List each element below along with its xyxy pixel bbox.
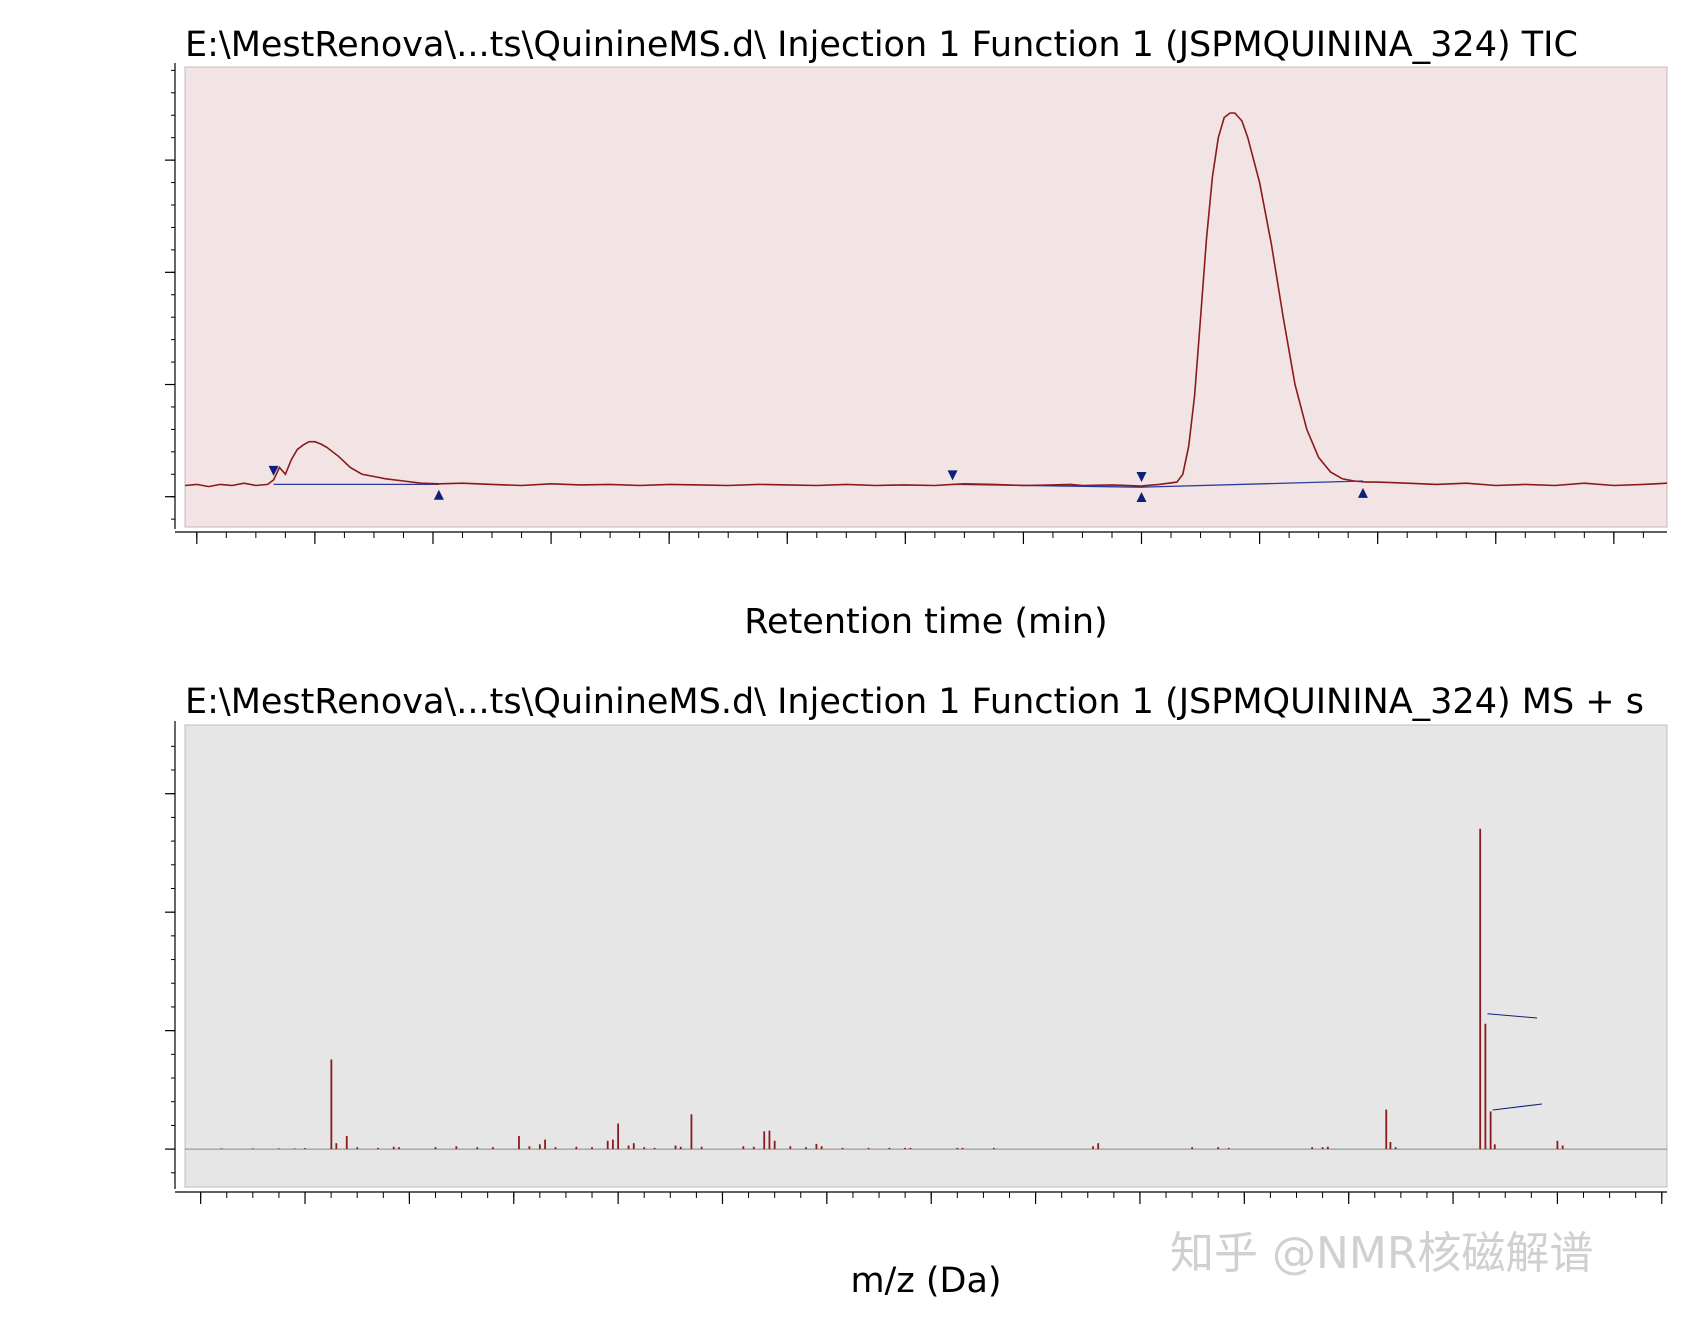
tic-peak-end-marker bbox=[1357, 487, 1368, 498]
tic-peak-end-marker bbox=[433, 489, 444, 500]
tic-peak-start-marker bbox=[1136, 472, 1147, 483]
tic-plot-area bbox=[184, 66, 1668, 528]
tic-marks bbox=[184, 112, 1668, 503]
tic-chart: E:\MestRenova\...ts\QuinineMS.d\ Injecti… bbox=[165, 25, 1668, 642]
ms-plot-area bbox=[184, 724, 1668, 1188]
tic-integration-baseline bbox=[1141, 480, 1363, 488]
tic-y-axis bbox=[165, 63, 176, 529]
tic-peak-start-marker bbox=[268, 465, 279, 476]
ms-x-axis-label: m/z (Da) bbox=[850, 1261, 1001, 1301]
ms-label-leader bbox=[1492, 1103, 1543, 1111]
ms-chart: E:\MestRenova\...ts\QuinineMS.d\ Injecti… bbox=[165, 682, 1668, 1301]
ms-y-axis bbox=[165, 721, 176, 1189]
tic-peak-start-marker bbox=[947, 470, 958, 481]
tic-title: E:\MestRenova\...ts\QuinineMS.d\ Injecti… bbox=[185, 25, 1578, 65]
ms-marks bbox=[185, 828, 1667, 1150]
ms-label-leader bbox=[1487, 1013, 1538, 1019]
ms-x-axis bbox=[175, 1191, 1667, 1204]
tic-peak-end-marker bbox=[1136, 492, 1147, 503]
tic-trace-line bbox=[184, 112, 1668, 488]
ms-title: E:\MestRenova\...ts\QuinineMS.d\ Injecti… bbox=[185, 682, 1644, 722]
tic-x-axis bbox=[175, 531, 1667, 544]
watermark-text: 知乎 @NMR核磁解谱 bbox=[1170, 1228, 1593, 1279]
tic-x-axis-label: Retention time (min) bbox=[744, 602, 1107, 642]
